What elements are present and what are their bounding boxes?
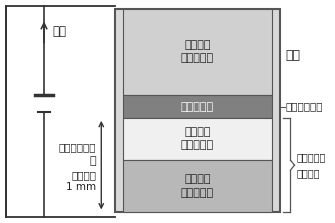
Text: 電極: 電極 [285,49,300,62]
Text: 単結晶ナノ: 単結晶ナノ [296,152,326,162]
Text: 強磁性体
（多結晶）: 強磁性体 （多結晶） [181,40,214,64]
Text: 強磁性体
（単結晶）: 強磁性体 （単結晶） [181,174,214,198]
Text: ナノメートル: ナノメートル [59,142,96,152]
Text: 構造電極: 構造電極 [296,168,320,178]
Text: 1 mm: 1 mm [66,182,96,192]
Bar [123,9,272,95]
Text: 酸化アルミ: 酸化アルミ [181,101,214,112]
Text: 電流: 電流 [52,25,66,38]
Text: 非磁性体
（単結晶）: 非磁性体 （単結晶） [181,127,214,151]
Bar [115,9,279,212]
Bar [123,160,272,212]
Bar [123,95,272,118]
Text: ＝: ＝ [90,156,96,166]
Bar [123,118,272,160]
Text: 百万分の: 百万分の [71,170,96,180]
Text: トンネル障壁: トンネル障壁 [285,101,323,112]
